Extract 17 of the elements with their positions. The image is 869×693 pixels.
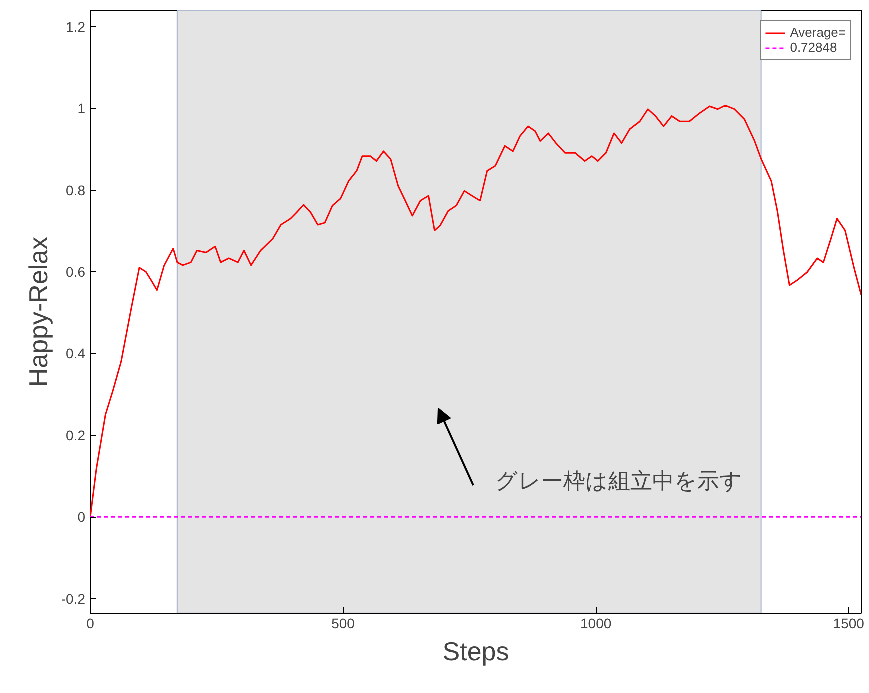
x-tick-label: 1000: [580, 616, 612, 632]
x-axis-title: Steps: [442, 636, 510, 666]
y-tick-label: 1.2: [66, 18, 86, 35]
y-tick-label: 0.2: [66, 427, 86, 444]
y-tick-label: 0: [78, 509, 86, 526]
y-tick-label: 1: [78, 100, 86, 117]
line-series: [90, 104, 862, 518]
legend-label: Average=: [790, 25, 846, 40]
x-tick-label: 1500: [833, 616, 865, 632]
y-tick-label: 0.8: [66, 182, 86, 198]
y-axis-title: Happy-Relax: [23, 236, 54, 388]
y-tick-label: 0.6: [66, 264, 86, 280]
y-tick-label: 0.4: [66, 346, 86, 362]
x-tick-label: 500: [332, 616, 356, 632]
legend-label: 0.72848: [790, 40, 838, 55]
y-tick-label: -0.2: [61, 590, 86, 607]
annotation: グレー枠は組立中を示す: [496, 468, 742, 494]
